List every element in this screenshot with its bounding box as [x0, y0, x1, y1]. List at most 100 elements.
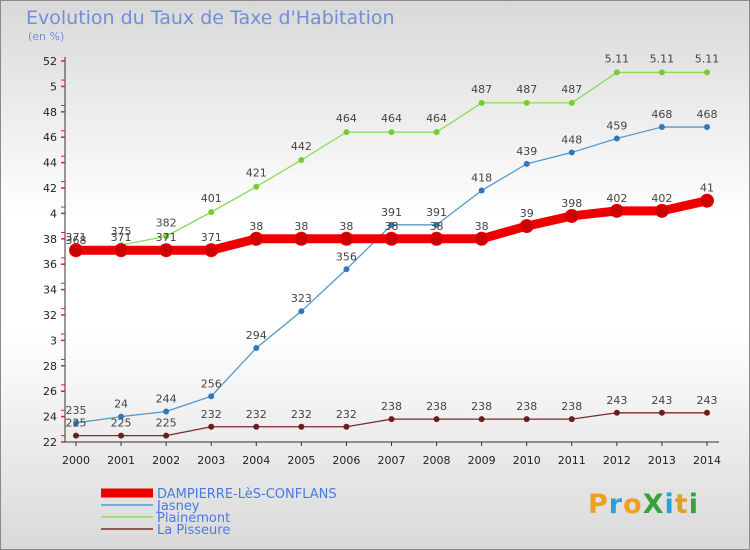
data-point: [298, 308, 305, 315]
y-unit-label: (en %): [28, 30, 65, 43]
data-label: 391: [426, 206, 447, 219]
data-point: [294, 231, 309, 246]
x-tick-label: 2006: [332, 454, 360, 467]
data-label: 294: [246, 329, 267, 342]
data-point: [388, 416, 395, 423]
legend-label: DAMPIERRE-LèS-CONFLANS: [157, 487, 337, 502]
y-tick-label: 24: [43, 411, 57, 424]
y-tick-label: 52: [43, 55, 57, 68]
data-label: 487: [561, 83, 582, 96]
data-point: [159, 243, 174, 258]
data-point: [568, 99, 575, 106]
data-label: 468: [651, 108, 672, 121]
data-point: [654, 203, 669, 218]
data-label: 448: [561, 133, 582, 146]
data-label: 39: [520, 207, 534, 220]
x-tick-label: 2007: [378, 454, 406, 467]
data-label: 238: [471, 400, 492, 413]
data-point: [429, 231, 444, 246]
data-label: 464: [381, 112, 402, 125]
data-point: [658, 69, 665, 76]
data-label: 38: [339, 220, 353, 233]
data-label: 371: [156, 231, 177, 244]
data-label: 401: [201, 192, 222, 205]
y-tick-label: 42: [43, 182, 57, 195]
data-point: [523, 416, 530, 423]
data-label: 232: [336, 408, 357, 421]
data-point: [69, 243, 83, 258]
data-point: [433, 416, 440, 423]
x-tick-label: 2013: [648, 454, 676, 467]
data-point: [73, 432, 79, 439]
x-tick-label: 2014: [693, 454, 721, 467]
data-label: 243: [651, 394, 672, 407]
data-label: 487: [471, 83, 492, 96]
data-point: [519, 219, 534, 234]
brand-letter: i: [664, 489, 675, 520]
legend-label: Plainemont: [157, 511, 230, 526]
data-label: 5.11: [605, 52, 630, 65]
series-line: [75, 126, 707, 424]
data-point: [163, 408, 170, 415]
x-tick-label: 2004: [242, 454, 270, 467]
y-tick-label: 38: [43, 233, 57, 246]
data-point: [704, 409, 710, 416]
data-label: 243: [697, 394, 718, 407]
x-tick-label: 2009: [468, 454, 496, 467]
y-tick-label: 36: [43, 258, 57, 271]
brand-letter: i: [688, 489, 699, 520]
x-tick-label: 2005: [287, 454, 315, 467]
data-point: [208, 393, 215, 400]
x-tick-label: 2002: [152, 454, 180, 467]
brand-letter: X: [642, 489, 665, 520]
data-point: [613, 69, 620, 76]
data-label: 244: [156, 393, 177, 406]
data-point: [700, 193, 714, 208]
data-label: 391: [381, 206, 402, 219]
legend-label: Jasney: [156, 499, 200, 514]
data-point: [163, 233, 170, 240]
y-tick-label: 4: [50, 207, 57, 220]
data-label: 442: [291, 140, 312, 153]
data-point: [704, 69, 710, 76]
data-label: 382: [156, 216, 177, 229]
data-label: 439: [516, 145, 537, 158]
x-tick-label: 2010: [513, 454, 541, 467]
data-point: [249, 231, 264, 246]
x-tick-label: 2003: [197, 454, 225, 467]
data-label: 402: [651, 192, 672, 205]
data-label: 225: [156, 417, 177, 430]
data-point: [564, 208, 579, 223]
y-tick-label: 3: [50, 334, 57, 347]
brand-letter: P: [588, 489, 609, 520]
data-label: 24: [114, 398, 128, 411]
data-label: 5.11: [695, 52, 720, 65]
y-tick-label: 32: [43, 309, 57, 322]
y-tick-label: 44: [43, 157, 57, 170]
data-label: 238: [516, 400, 537, 413]
data-point: [388, 221, 395, 228]
data-label: 371: [66, 231, 87, 244]
data-label: 235: [66, 404, 87, 417]
data-point: [298, 157, 305, 164]
data-point: [609, 203, 624, 218]
data-label: 487: [516, 83, 537, 96]
data-label: 398: [561, 197, 582, 210]
data-label: 371: [201, 231, 222, 244]
data-point: [114, 243, 129, 258]
data-label: 459: [606, 119, 627, 132]
data-label: 418: [471, 172, 492, 185]
data-label: 402: [606, 192, 627, 205]
data-point: [343, 266, 350, 273]
data-point: [658, 124, 665, 131]
y-tick-label: 28: [43, 360, 57, 373]
data-point: [433, 129, 440, 136]
data-point: [388, 129, 395, 136]
data-label: 232: [291, 408, 312, 421]
data-label: 38: [249, 220, 263, 233]
data-point: [339, 231, 354, 246]
data-label: 238: [561, 400, 582, 413]
chart-title: Evolution du Taux de Taxe d'Habitation: [26, 7, 395, 29]
